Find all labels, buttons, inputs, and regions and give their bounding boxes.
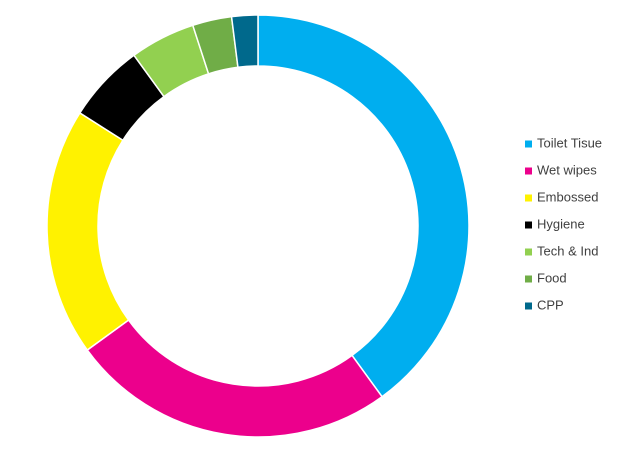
legend-label: Tech & Ind [537,243,598,258]
legend-swatch [525,275,532,283]
legend-label: Food [537,270,567,285]
legend-label: Hygiene [537,216,585,231]
legend-swatch [525,140,532,148]
legend-swatch [525,248,532,256]
legend-swatch [525,167,532,175]
donut-segment [86,318,384,438]
legend-swatch [525,221,532,229]
legend-label: Embossed [537,189,598,204]
legend-label: Wet wipes [537,162,597,177]
donut-segment [46,111,130,352]
donut-segment [230,14,259,69]
legend-swatch [525,302,532,310]
legend-label: Toilet Tisue [537,135,602,150]
donut-segment [257,14,470,398]
legend-label: CPP [537,297,564,312]
legend-swatch [525,194,532,202]
